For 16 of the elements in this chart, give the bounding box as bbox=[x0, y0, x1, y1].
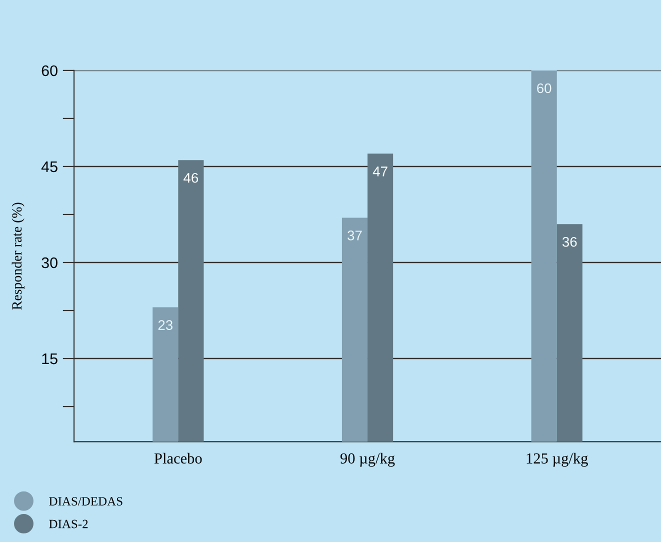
x-tick-label: 125 µg/kg bbox=[526, 452, 588, 467]
x-tick-label: Placebo bbox=[154, 452, 202, 464]
data-label: 36 bbox=[562, 236, 577, 247]
data-label: 46 bbox=[184, 172, 198, 183]
data-label: 37 bbox=[348, 230, 362, 240]
legend-label: DIAS/DEDAS bbox=[49, 497, 122, 506]
x-tick-label: 90 µg/kg bbox=[340, 452, 395, 467]
data-label: 60 bbox=[537, 83, 552, 94]
y-axis-title: Responder rate (%) bbox=[12, 202, 24, 310]
data-label: 47 bbox=[372, 166, 388, 176]
y-tick-label: 45 bbox=[41, 162, 58, 172]
y-tick-label: 30 bbox=[42, 257, 58, 268]
y-tick-label: 15 bbox=[42, 354, 58, 364]
legend-label: DIAS-2 bbox=[49, 520, 88, 528]
data-label: 23 bbox=[158, 320, 173, 330]
y-tick-label: 60 bbox=[42, 65, 58, 76]
